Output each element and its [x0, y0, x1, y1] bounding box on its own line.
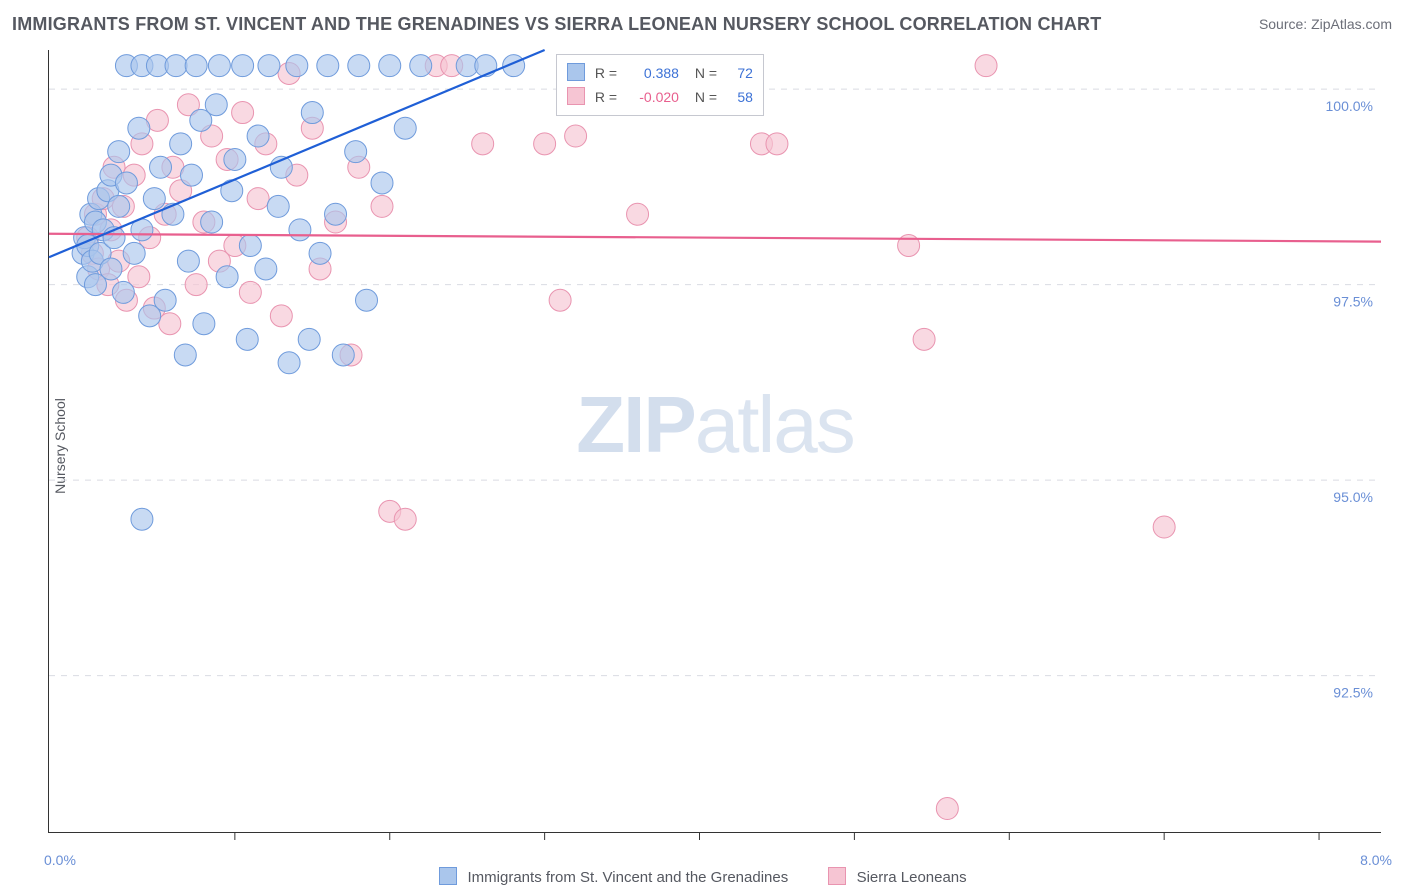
r-value-series-a: 0.388 — [625, 61, 679, 85]
r-value-series-b: -0.020 — [625, 85, 679, 109]
n-label: N = — [695, 89, 717, 105]
x-axis-max-label: 8.0% — [1360, 852, 1392, 868]
svg-text:100.0%: 100.0% — [1326, 98, 1373, 114]
svg-text:92.5%: 92.5% — [1333, 685, 1373, 701]
stats-legend-box: R = 0.388 N = 72 R = -0.020 N = 58 — [556, 54, 764, 116]
n-value-series-a: 72 — [725, 61, 753, 85]
svg-text:95.0%: 95.0% — [1333, 489, 1373, 505]
swatch-series-a — [439, 867, 457, 885]
r-label: R = — [595, 65, 617, 81]
chart-title: IMMIGRANTS FROM ST. VINCENT AND THE GREN… — [12, 14, 1101, 35]
n-value-series-b: 58 — [725, 85, 753, 109]
source-attribution: Source: ZipAtlas.com — [1259, 16, 1392, 32]
series-a-name: Immigrants from St. Vincent and the Gren… — [468, 869, 789, 886]
svg-text:97.5%: 97.5% — [1333, 294, 1373, 310]
legend-item-series-a: Immigrants from St. Vincent and the Gren… — [439, 869, 792, 886]
plot-area: ZIPatlas 92.5%95.0%97.5%100.0% — [48, 50, 1381, 833]
x-axis-min-label: 0.0% — [44, 852, 76, 868]
legend-item-series-b: Sierra Leoneans — [828, 869, 966, 886]
series-b-name: Sierra Leoneans — [857, 869, 967, 886]
correlation-chart: IMMIGRANTS FROM ST. VINCENT AND THE GREN… — [0, 0, 1406, 892]
r-label: R = — [595, 89, 617, 105]
swatch-series-b — [828, 867, 846, 885]
plot-svg: 92.5% 95.0% 97.5% 100.0% — [49, 50, 1381, 832]
swatch-series-b — [567, 87, 585, 105]
stats-row-series-a: R = 0.388 N = 72 — [567, 61, 753, 85]
n-label: N = — [695, 65, 717, 81]
swatch-series-a — [567, 63, 585, 81]
series-legend: Immigrants from St. Vincent and the Gren… — [0, 867, 1406, 886]
stats-row-series-b: R = -0.020 N = 58 — [567, 85, 753, 109]
